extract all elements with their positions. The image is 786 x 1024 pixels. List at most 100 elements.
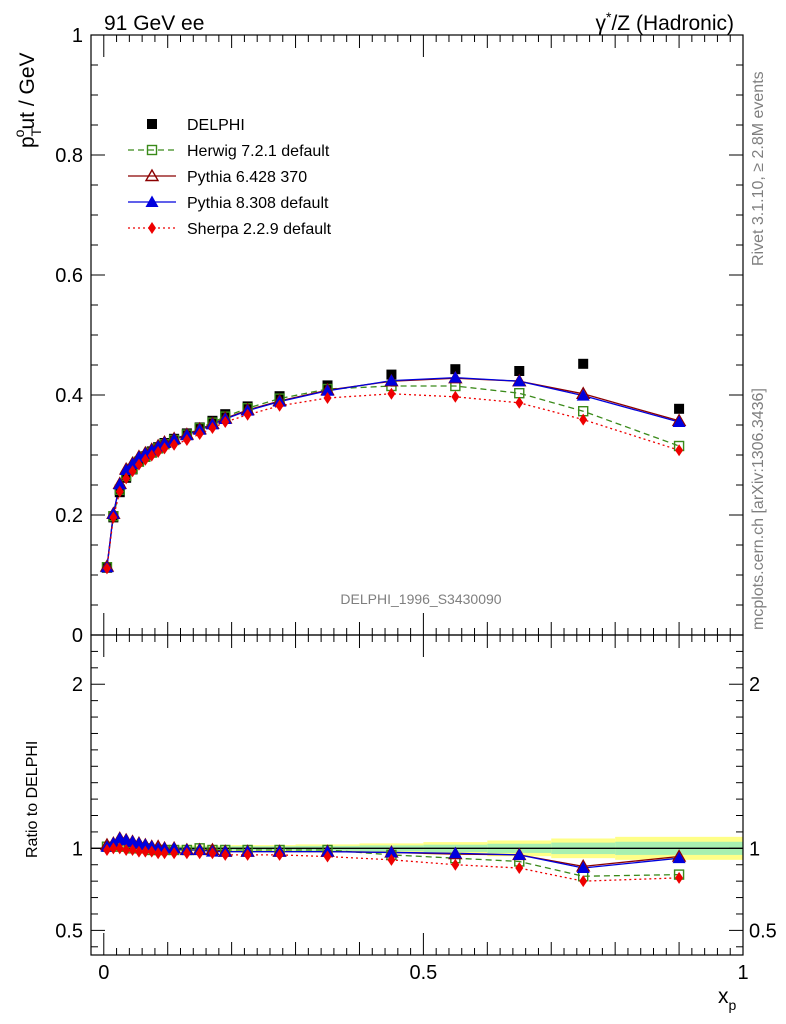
main-data-point (514, 366, 525, 376)
main-sherpa-point (134, 458, 143, 471)
legend-sherpa-marker (148, 222, 156, 234)
main-ytick-label: 0 (72, 625, 83, 647)
main-pythia8-point (672, 415, 686, 427)
ratio-sherpa-point (387, 853, 396, 866)
legend-herwig-label: Herwig 7.2.1 default (187, 143, 330, 160)
main-sherpa-point (243, 408, 252, 421)
main-series-group (99, 358, 687, 575)
ratio-pythia8-point (576, 861, 590, 874)
main-ytick-label: 0.4 (55, 385, 83, 407)
ratio-sherpa-point (147, 845, 156, 858)
main-sherpa-point (170, 438, 179, 451)
main-sherpa-point (675, 444, 684, 457)
ratio-sherpa-point (154, 847, 163, 860)
main-sherpa-point (160, 442, 169, 455)
rivet-version-label: Rivet 3.1.10, ≥ 2.8M events (750, 71, 767, 266)
main-sherpa-point (109, 511, 118, 524)
main-sherpa-point (221, 416, 230, 428)
legend-herwig-marker (146, 144, 158, 156)
x-tick-label: 0 (98, 962, 109, 984)
ratio-ytick-label-right: 2 (749, 674, 760, 696)
ratio-sherpa-point (115, 842, 124, 855)
legend-pythia6-marker (144, 168, 160, 182)
x-tick-label: 0.5 (409, 962, 437, 984)
main-sherpa-point (579, 413, 588, 426)
ratio-pythia8-point (512, 848, 526, 860)
main-pythia6-line (106, 377, 680, 567)
main-pythia8-point (113, 477, 127, 490)
ratio-sherpa-point (134, 845, 143, 858)
main-sherpa-point (147, 449, 156, 462)
main-pythia8-point (512, 374, 526, 387)
legend-pythia8-marker (145, 195, 159, 207)
main-sherpa-point (102, 562, 111, 575)
main-pythia8-point (384, 374, 398, 386)
main-sherpa-point (115, 485, 124, 498)
ratio-sherpa-point (579, 875, 588, 888)
ratio-ytick-label-right: 0.5 (749, 920, 777, 942)
main-y-axis-label: pTout / GeV (11, 52, 44, 148)
ratio-sherpa-point (208, 847, 217, 860)
main-pythia8-point (321, 384, 335, 396)
x-axis-label: xp (718, 985, 737, 1013)
legend-data-marker (147, 119, 157, 129)
ratio-sherpa-point (275, 848, 284, 861)
ratio-sherpa-point (102, 843, 111, 856)
ratio-ytick-label: 2 (72, 674, 83, 696)
legend-sherpa-label: Sherpa 2.2.9 default (187, 221, 332, 238)
main-pythia8-point (448, 371, 462, 383)
main-sherpa-point (154, 446, 163, 458)
main-pythia8-point (576, 389, 590, 401)
ratio-sherpa-point (195, 847, 204, 860)
header-right-label: γ*/Z (Hadronic) (596, 9, 734, 35)
main-sherpa-point (387, 387, 396, 400)
legend-pythia6-label: Pythia 6.428 370 (187, 169, 307, 186)
ratio-sherpa-point (323, 850, 332, 863)
header-left-label: 91 GeV ee (104, 12, 204, 35)
main-ytick-label: 0.8 (55, 145, 83, 167)
x-tick-label: 1 (737, 962, 748, 984)
main-data-point (450, 364, 461, 375)
mcplots-reference-label: mcplots.cern.ch [arXiv:1306.3436] (750, 388, 767, 630)
ratio-sherpa-point (141, 845, 150, 858)
analysis-watermark: DELPHI_1996_S3430090 (340, 591, 501, 607)
main-pythia8-line (106, 376, 680, 568)
ratio-frame (90, 634, 744, 956)
main-herwig-line (106, 385, 680, 568)
ratio-sherpa-point (243, 848, 252, 861)
ratio-pythia8-point (448, 846, 462, 859)
ratio-y-axis-label: Ratio to DELPHI (24, 741, 41, 858)
main-pythia8-point (126, 457, 140, 469)
main-sherpa-point (208, 422, 217, 434)
main-sherpa-point (128, 465, 137, 478)
ratio-sherpa-point (160, 847, 169, 860)
main-sherpa-point (182, 434, 191, 446)
main-sherpa-point (323, 392, 332, 404)
ratio-pythia8-point (384, 845, 398, 858)
ratio-sherpa-point (675, 871, 684, 884)
ratio-pythia8-point (672, 851, 686, 864)
main-pythia8-point (167, 432, 181, 445)
axes-frames: 00.20.40.60.810 0.5 10.5 0.51 12 2 (55, 25, 777, 984)
main-pythia8-point (158, 436, 172, 448)
main-sherpa-point (515, 396, 524, 409)
ratio-ytick-label: 1 (72, 838, 83, 860)
main-sherpa-point (122, 472, 131, 485)
ratio-sherpa-point (122, 843, 131, 856)
ratio-sherpa-point (128, 843, 137, 856)
main-sherpa-point (275, 399, 284, 412)
main-data-point (674, 403, 685, 414)
ratio-sherpa-point (109, 842, 118, 855)
legend-data-label: DELPHI (187, 117, 245, 134)
ratio-ytick-label: 0.5 (55, 920, 83, 942)
main-ytick-label: 1 (72, 25, 83, 47)
legend-pythia8-label: Pythia 8.308 default (187, 195, 329, 212)
main-sherpa-line (106, 393, 680, 569)
main-ytick-label: 0.6 (55, 265, 83, 287)
main-sherpa-point (451, 390, 460, 403)
ratio-sherpa-point (182, 847, 191, 860)
ratio-sherpa-point (515, 862, 524, 875)
ratio-ytick-label-right: 1 (749, 838, 760, 860)
ratio-sherpa-point (221, 848, 230, 861)
main-sherpa-point (141, 453, 150, 466)
